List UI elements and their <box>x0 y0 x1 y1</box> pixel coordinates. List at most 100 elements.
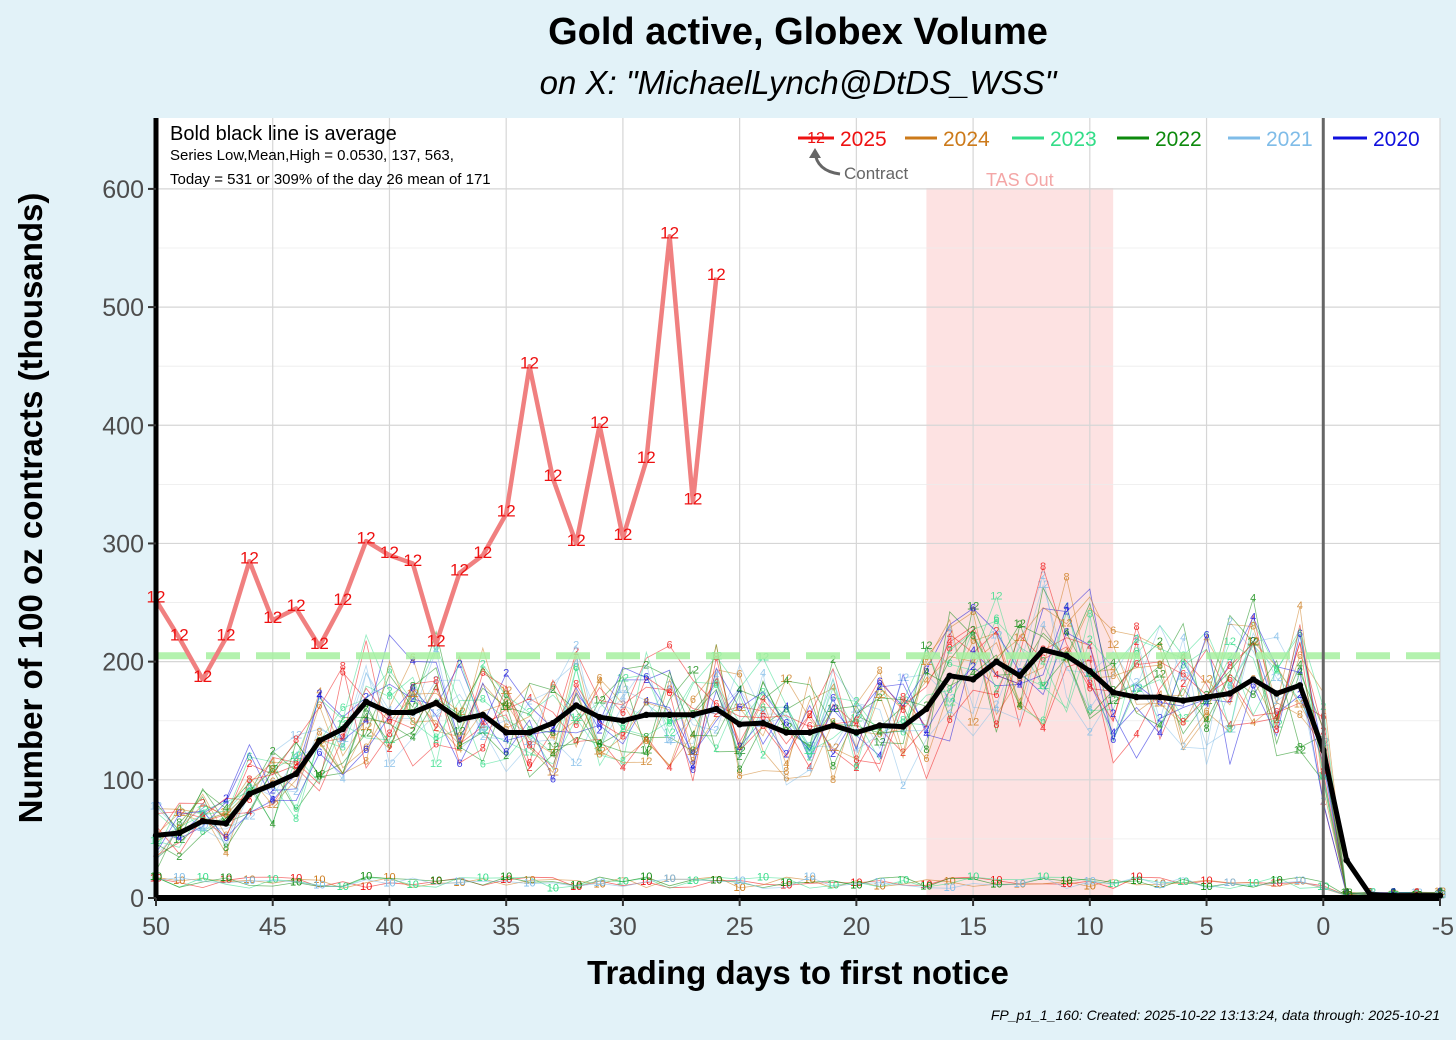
background-point-marker: 4 <box>783 758 789 770</box>
average-point <box>853 729 860 736</box>
background-point-marker: 6 <box>1250 680 1256 692</box>
background-point-marker: 6 <box>386 715 392 727</box>
background-point-marker: 8 <box>340 741 346 753</box>
background-point-marker: 6 <box>340 666 346 678</box>
low-volume-point-marker: 10 <box>500 871 512 883</box>
background-point-marker: 12 <box>920 640 932 652</box>
series-2025-point-label: 12 <box>590 413 609 432</box>
background-point-marker: 6 <box>1040 715 1046 727</box>
background-point-marker: 6 <box>433 641 439 653</box>
background-point-marker: 8 <box>877 665 883 677</box>
background-point-marker: 2 <box>550 722 556 734</box>
background-point-marker: 8 <box>1250 689 1256 701</box>
background-point-marker: 12 <box>1107 695 1119 707</box>
background-point-marker: 8 <box>737 770 743 782</box>
background-point-marker: 8 <box>1297 741 1303 753</box>
background-point-marker: 4 <box>1274 631 1280 643</box>
background-point-marker: 12 <box>897 672 909 684</box>
background-point-marker: 8 <box>1110 670 1116 682</box>
background-point-marker: 2 <box>993 699 999 711</box>
background-point-marker: 6 <box>620 707 626 719</box>
background-point-marker: 2 <box>1227 693 1233 705</box>
low-volume-point-marker: 10 <box>453 876 465 888</box>
background-point-marker: 4 <box>550 725 556 737</box>
background-point-marker: 8 <box>690 755 696 767</box>
background-point-marker: 2 <box>760 708 766 720</box>
background-point-marker: 2 <box>433 722 439 734</box>
background-point-marker: 12 <box>897 695 909 707</box>
background-point-marker: 8 <box>597 748 603 760</box>
background-point-marker: 12 <box>173 807 185 819</box>
background-point-marker: 8 <box>970 606 976 618</box>
average-point <box>573 702 580 709</box>
x-tick-label: 25 <box>726 913 754 941</box>
background-point-marker: 6 <box>620 721 626 733</box>
background-point-marker: 4 <box>1180 632 1186 644</box>
background-point-marker: 2 <box>643 674 649 686</box>
average-point <box>1133 693 1140 701</box>
background-point-marker: 4 <box>386 713 392 725</box>
average-point <box>876 722 883 729</box>
background-point-marker: 2 <box>1040 655 1046 667</box>
average-point <box>456 716 463 723</box>
background-point-marker: 12 <box>430 707 442 719</box>
background-point-marker: 4 <box>480 721 486 733</box>
background-point-marker: 4 <box>620 762 626 774</box>
background-point-marker: 4 <box>597 675 603 687</box>
low-volume-point-marker: 10 <box>850 877 862 889</box>
average-point <box>619 717 627 724</box>
background-point-marker: 2 <box>783 748 789 760</box>
background-point-marker: 2 <box>1087 726 1093 738</box>
background-point-marker: 8 <box>223 842 229 854</box>
background-point-marker: 2 <box>363 702 369 714</box>
background-point-marker: 8 <box>807 746 813 758</box>
low-volume-point-marker: 10 <box>804 874 816 886</box>
average-point <box>316 737 323 744</box>
contract-label: Contract <box>844 164 909 183</box>
background-point-marker: 8 <box>1063 572 1069 584</box>
average-point <box>176 829 183 837</box>
background-point-marker: 12 <box>243 811 255 823</box>
background-point-marker: 4 <box>1017 696 1023 708</box>
background-point-marker: 2 <box>340 739 346 751</box>
average-point <box>1039 646 1047 653</box>
background-point-marker: 12 <box>874 689 886 701</box>
background-point-marker: 2 <box>410 693 416 705</box>
background-point-marker: 8 <box>550 727 556 739</box>
background-point-marker: 4 <box>1227 681 1233 693</box>
background-point-marker: 2 <box>1040 570 1046 582</box>
low-volume-point-marker: 10 <box>360 871 372 883</box>
background-point-marker: 6 <box>947 714 953 726</box>
background-series-line <box>155 625 1441 896</box>
background-point-marker: 2 <box>270 745 276 757</box>
background-point-marker: 6 <box>293 803 299 815</box>
background-point-marker: 4 <box>597 738 603 750</box>
background-point-marker: 2 <box>176 851 182 863</box>
background-point-marker: 4 <box>1040 619 1046 631</box>
background-point-marker: 2 <box>200 797 206 809</box>
background-point-marker: 6 <box>737 669 743 681</box>
average-point <box>759 719 767 727</box>
background-point-marker: 8 <box>503 697 509 709</box>
background-point-marker: 8 <box>853 754 859 766</box>
low-volume-point-marker: 10 <box>944 882 956 894</box>
background-point-marker: 12 <box>570 757 582 769</box>
low-volume-point-marker: 10 <box>593 877 605 889</box>
low-volume-point-marker: 10 <box>780 879 792 891</box>
average-point <box>246 790 253 798</box>
background-point-marker: 8 <box>1250 621 1256 633</box>
background-point-marker: 2 <box>620 699 626 711</box>
background-point-marker: 4 <box>293 750 299 762</box>
background-point-marker: 2 <box>713 708 719 720</box>
background-point-marker: 12 <box>360 721 372 733</box>
background-point-marker: 2 <box>713 743 719 755</box>
background-point-marker: 8 <box>737 764 743 776</box>
background-point-marker: 4 <box>433 682 439 694</box>
background-point-marker: 12 <box>967 601 979 613</box>
background-point-marker: 4 <box>1157 720 1163 732</box>
background-point-marker: 6 <box>200 811 206 823</box>
background-point-marker: 8 <box>1157 659 1163 671</box>
background-point-marker: 4 <box>1133 633 1139 645</box>
background-point-marker: 12 <box>990 629 1002 641</box>
background-point-marker: 2 <box>200 809 206 821</box>
